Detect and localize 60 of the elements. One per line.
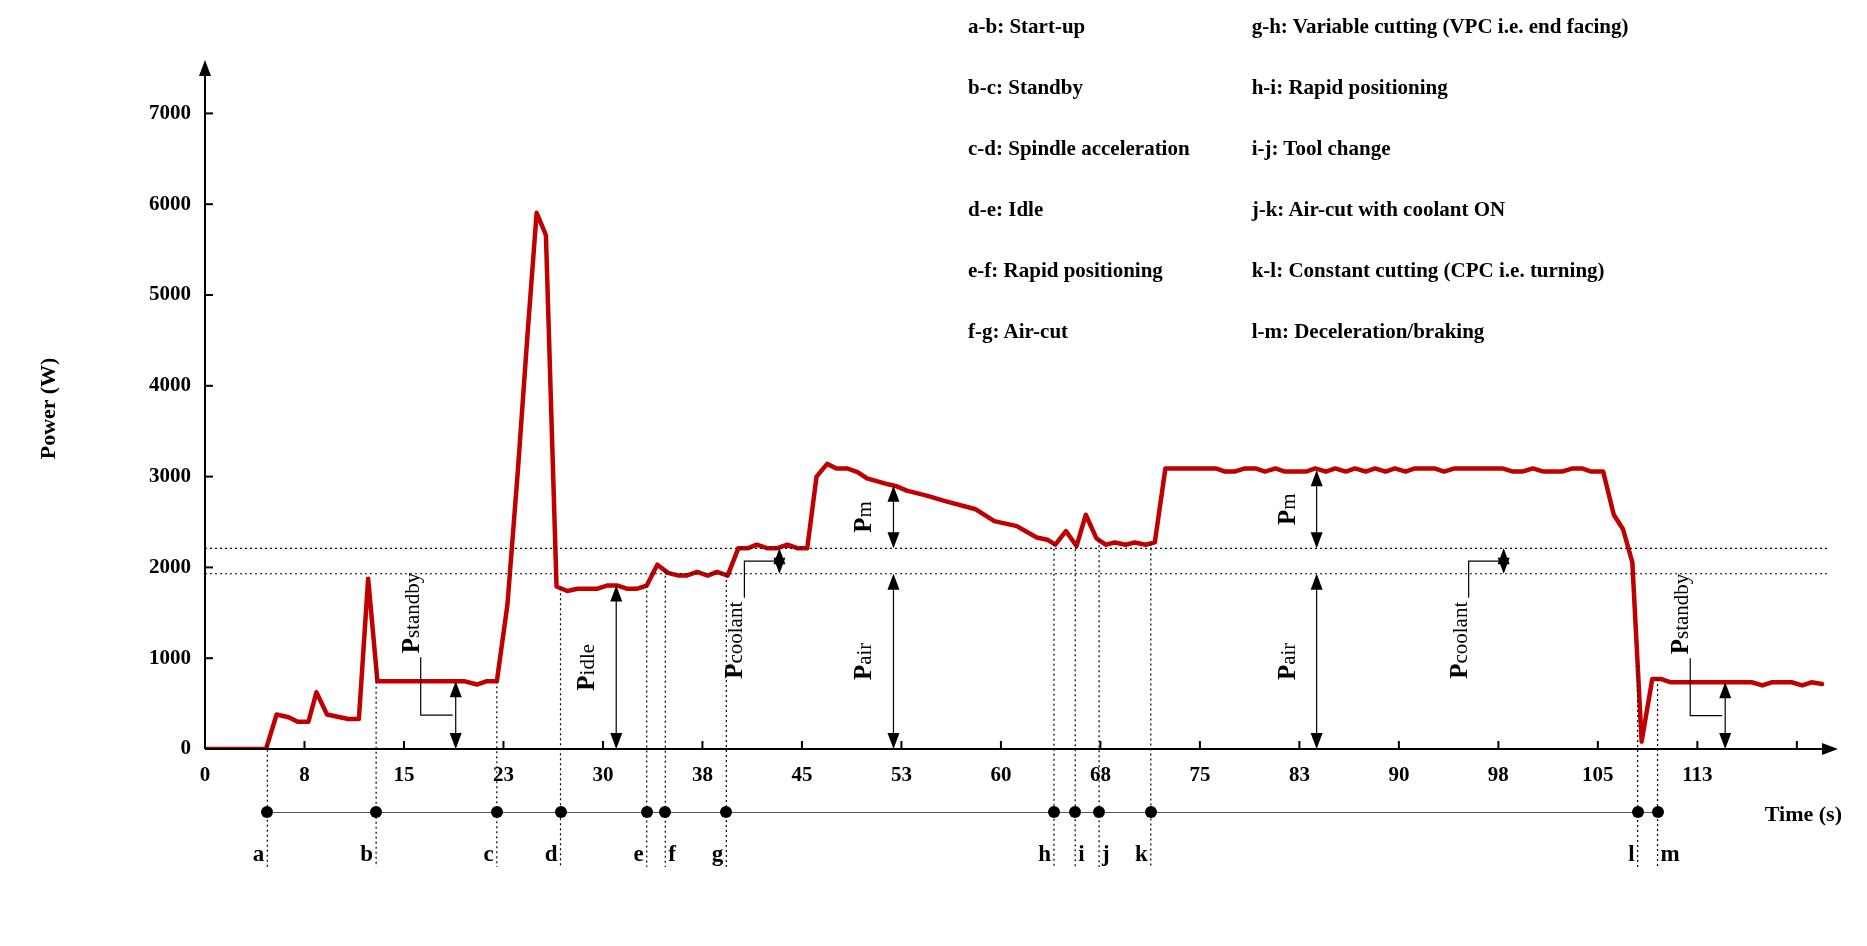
annotation: k-l: Constant cutting (CPC i.e. turning) xyxy=(1251,258,1606,284)
y-tick-label: 0 xyxy=(180,735,191,760)
annotation: Pcoolant xyxy=(1444,601,1472,679)
x-tick-label: 68 xyxy=(1089,762,1111,787)
x-tick-label: 8 xyxy=(299,762,310,787)
annotation: c-d: Spindle acceleration xyxy=(968,136,1190,162)
ref-line-label: i xyxy=(1078,840,1086,866)
ref-line-label: h xyxy=(1038,840,1052,866)
x-tick-label: 45 xyxy=(791,762,813,787)
annotation: l-m: Deceleration/braking xyxy=(1251,319,1486,345)
y-tick-label: 7000 xyxy=(149,99,191,124)
annotation: Pair xyxy=(849,642,877,681)
ref-line-label: d xyxy=(544,840,558,866)
y-axis-title: Power (W) xyxy=(35,357,60,460)
annotation: b-c: Standby xyxy=(968,75,1084,101)
ref-line-label: f xyxy=(668,840,677,866)
ref-line-label: a xyxy=(252,840,265,866)
x-tick-label: 53 xyxy=(890,762,912,787)
text: g-h: Variable cutting (VPC i.e. end facing) xyxy=(1251,14,1629,40)
y-tick-label: 4000 xyxy=(149,372,191,397)
annotation: j-k: Air-cut with coolant ON xyxy=(1251,197,1507,223)
text: a-b: Start-up xyxy=(968,14,1087,40)
ref-line-label: l xyxy=(1628,840,1635,866)
annotation: Pm xyxy=(1272,493,1300,526)
x-tick-label: 105 xyxy=(1582,762,1614,787)
annotation: Pcoolant xyxy=(720,601,748,679)
x-tick-label: 83 xyxy=(1288,762,1310,787)
y-tick-label: 3000 xyxy=(149,463,191,488)
x-tick-label: 15 xyxy=(393,762,415,787)
ref-line-label: b xyxy=(360,840,374,866)
annotation: Pstandby xyxy=(396,572,424,654)
annotation: d-e: Idle xyxy=(968,197,1045,223)
annotation: Pair xyxy=(1272,642,1300,681)
y-tick-label: 1000 xyxy=(149,644,191,669)
ref-line-label: c xyxy=(483,840,494,866)
x-tick-label: 23 xyxy=(492,762,514,787)
x-tick-label: 75 xyxy=(1189,762,1211,787)
annotation: h-i: Rapid positioning xyxy=(1251,75,1449,101)
y-tick-label: 5000 xyxy=(149,281,191,306)
ref-line-label: m xyxy=(1660,840,1680,866)
annotation: Pidle xyxy=(572,643,600,691)
ref-line-label: j xyxy=(1101,840,1110,866)
ref-line-label: e xyxy=(633,840,644,866)
x-tick-label: 60 xyxy=(990,762,1012,787)
annotation: i-j: Tool change xyxy=(1251,136,1392,162)
x-tick-label: 98 xyxy=(1487,762,1509,787)
ref-line-label: k xyxy=(1135,840,1149,866)
y-tick-label: 6000 xyxy=(149,190,191,215)
annotation: Pstandby xyxy=(1666,573,1694,655)
x-axis-title: Time (s) xyxy=(1764,801,1842,826)
annotation: e-f: Rapid positioning xyxy=(968,258,1164,284)
x-tick-label: 30 xyxy=(592,762,614,787)
x-tick-label: 0 xyxy=(199,762,211,787)
annotation: Pm xyxy=(849,501,877,533)
x-tick-label: 38 xyxy=(691,762,713,787)
x-tick-label: 113 xyxy=(1682,762,1713,787)
y-tick-label: 2000 xyxy=(149,553,191,578)
annotation: f-g: Air-cut xyxy=(968,319,1070,345)
ref-line-label: g xyxy=(711,840,724,866)
x-tick-label: 90 xyxy=(1388,762,1410,787)
